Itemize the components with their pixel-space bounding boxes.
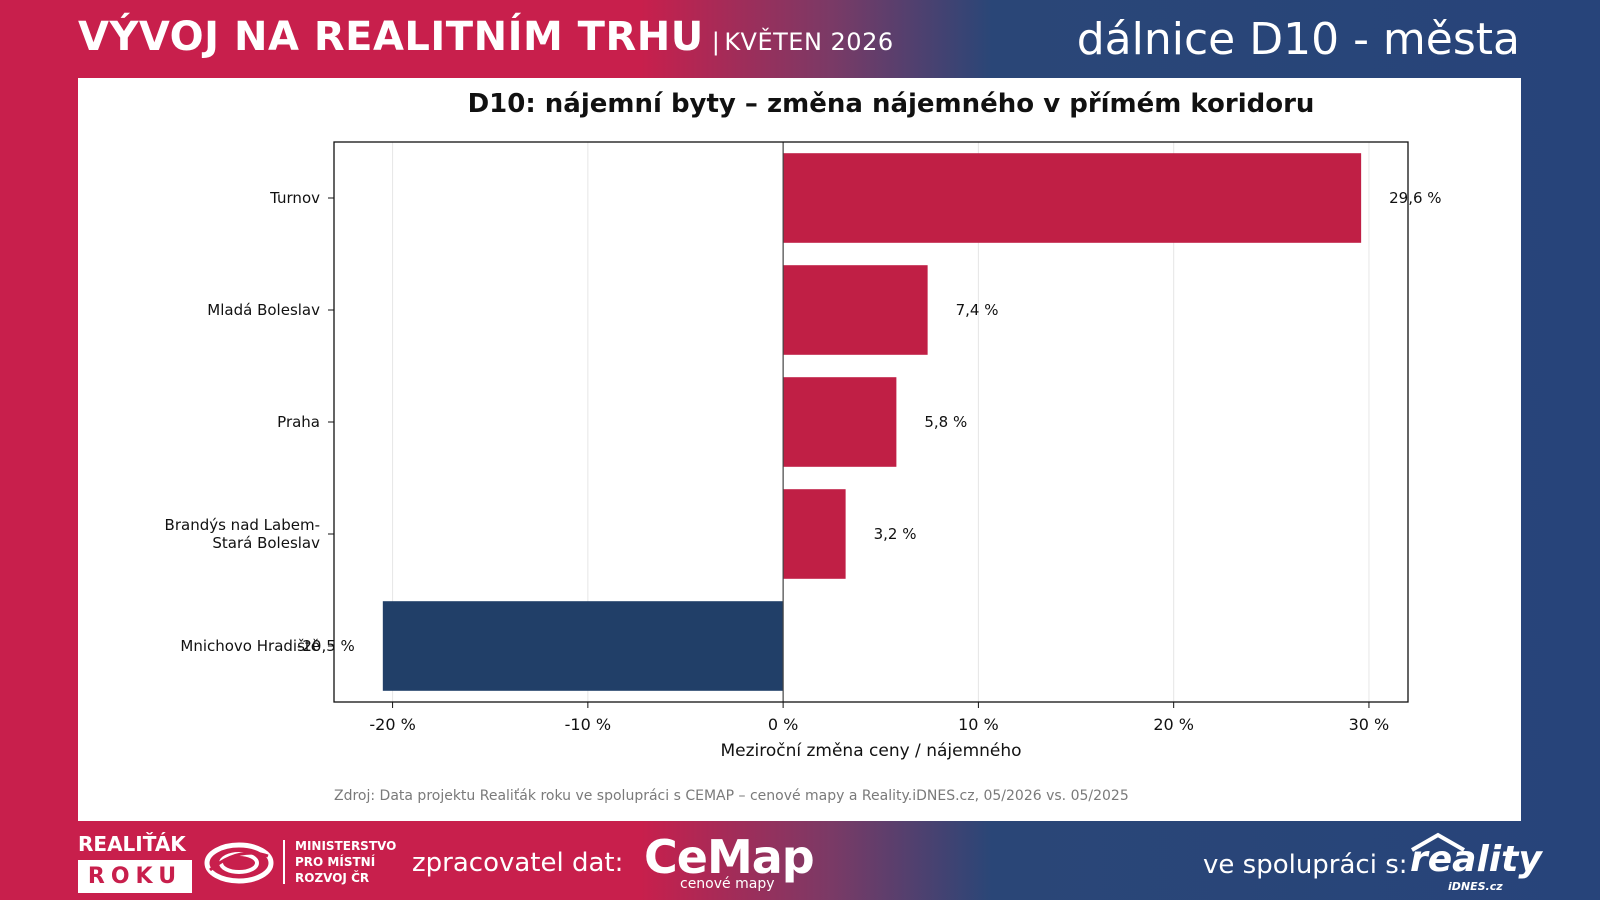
header-title-text: VÝVOJ NA REALITNÍM TRHU [78,14,704,60]
x-tick-label: 30 % [1349,715,1390,734]
roku-logo: ROKU [78,860,192,893]
header-region: dálnice D10 - města [1076,14,1520,65]
value-label: -20,5 % [297,637,355,655]
value-label: 5,8 % [924,413,967,431]
bar [783,265,928,355]
category-label: Mladá Boleslav [207,301,320,319]
ministry-line-1: MINISTERSTVO [295,839,397,853]
value-label: 29,6 % [1389,189,1441,207]
header-separator: | [711,28,721,56]
category-label: Mnichovo Hradiště [180,637,320,655]
x-tick-label: -10 % [565,715,611,734]
cemap-logo: CeMap [644,830,815,884]
partner-label: ve spolupráci s: [1203,850,1408,880]
reality-subtitle: iDNES.cz [1448,880,1503,893]
x-tick-label: 20 % [1153,715,1194,734]
bar [783,377,897,467]
ministry-logo-text: MINISTERSTVO PRO MÍSTNÍ ROZVOJ ČR [295,838,396,886]
realitak-logo: REALIŤÁK [78,832,186,856]
category-label: Brandýs nad Labem-Stará Boleslav [165,516,321,552]
value-label: 3,2 % [874,525,917,543]
x-axis-label: Meziroční změna ceny / nájemného [720,741,1021,761]
source-note: Zdroj: Data projektu Realiťák roku ve sp… [334,788,1129,804]
value-label: 7,4 % [956,301,999,319]
category-label: Turnov [269,189,320,207]
chart-panel: D10: nájemní byty – změna nájemného v př… [78,78,1521,821]
ministry-emblem-icon [204,842,274,884]
ministry-line-3: ROZVOJ ČR [295,871,370,885]
chart-title: D10: nájemní byty – změna nájemného v př… [468,89,1315,119]
ministry-divider [283,840,285,884]
bar [783,489,846,579]
bar-chart: D10: nájemní byty – změna nájemného v př… [165,89,1442,761]
cemap-subtitle: cenové mapy [680,876,775,892]
bar [382,601,784,691]
reality-house-icon [1411,832,1465,852]
processor-label: zpracovatel dat: [412,848,624,878]
header-date: KVĚTEN 2026 [724,28,894,56]
x-tick-label: 10 % [958,715,999,734]
bar [783,153,1362,243]
ministry-line-2: PRO MÍSTNÍ [295,855,376,869]
header-title: VÝVOJ NA REALITNÍM TRHU | KVĚTEN 2026 [78,14,894,60]
reality-logo: reality [1410,839,1542,880]
category-label: Praha [277,413,320,431]
x-tick-label: 0 % [768,715,798,734]
x-tick-label: -20 % [369,715,415,734]
